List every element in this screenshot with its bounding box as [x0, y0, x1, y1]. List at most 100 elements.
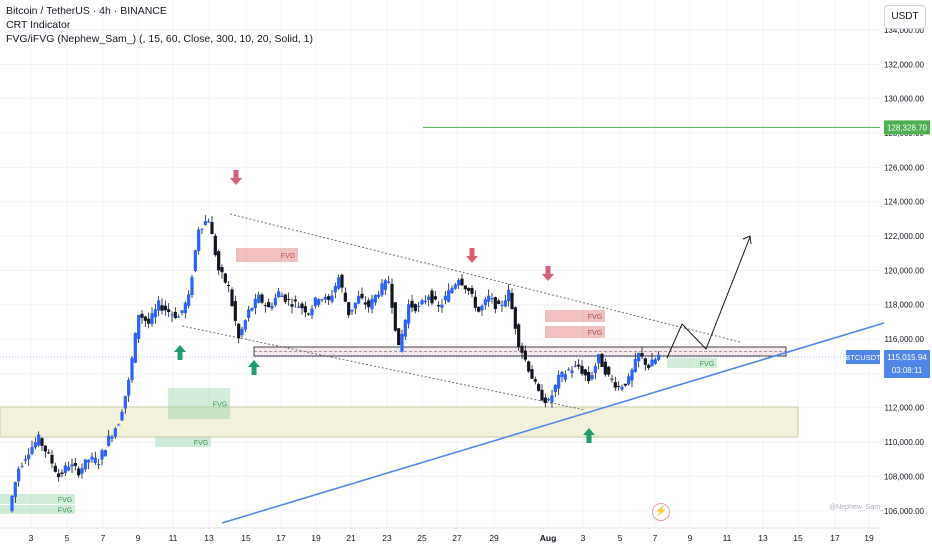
candle-body: [137, 314, 141, 339]
time-tick-label: 27: [452, 533, 462, 543]
chart-legend: Bitcoin / TetherUS · 4h · BINANCE CRT In…: [6, 4, 313, 46]
candle-body: [347, 302, 351, 316]
candle-body: [200, 228, 204, 230]
candle-body: [327, 296, 331, 300]
currency-button[interactable]: USDT: [884, 5, 926, 29]
candle-body: [70, 464, 74, 467]
up-arrow: [248, 360, 260, 375]
candle-body: [367, 300, 371, 308]
indicator-crt[interactable]: CRT Indicator: [6, 19, 71, 31]
time-tick-label: 11: [169, 533, 178, 543]
candle-body: [530, 369, 534, 379]
price-tick-label: 112,000.00: [885, 404, 925, 413]
candle-body: [93, 457, 97, 464]
candle-body: [373, 295, 377, 303]
candle-body: [230, 289, 234, 306]
time-tick-label: 19: [864, 533, 874, 543]
candle-body: [433, 296, 437, 300]
time-tick-label: 9: [136, 533, 141, 543]
candle-body: [333, 285, 337, 293]
candle-body: [167, 309, 171, 313]
wedge-lower-line: [181, 325, 586, 411]
candle-body: [463, 285, 467, 290]
fvg-label: FVG: [58, 497, 72, 504]
time-tick-label: 13: [204, 533, 214, 543]
time-tick-label: 25: [417, 533, 427, 543]
candle-body: [420, 300, 424, 305]
fvg-label: FVG: [588, 314, 602, 321]
candle-body: [557, 374, 561, 389]
candle-body: [460, 278, 464, 286]
author-credit: @Nephew_Sam_: [829, 504, 884, 511]
candle-body: [637, 353, 641, 362]
fvg-zone: [236, 248, 298, 262]
time-tick-label: Aug: [540, 533, 557, 543]
candle-body: [253, 298, 257, 309]
candle-body: [600, 353, 604, 368]
candle-body: [53, 465, 57, 472]
candle-body: [10, 495, 14, 511]
candle-body: [617, 385, 621, 387]
candle-body: [417, 305, 421, 307]
candle-body: [627, 376, 631, 385]
candle-body: [547, 398, 551, 401]
countdown-label: 03:08:11: [892, 366, 923, 375]
time-tick-label: 23: [382, 533, 392, 543]
candle-body: [527, 361, 531, 372]
candle-body: [633, 358, 637, 372]
candle-body: [513, 307, 517, 329]
candle-body: [603, 361, 607, 375]
candle-body: [453, 284, 457, 289]
candle-body: [247, 309, 251, 318]
candle-body: [330, 295, 334, 302]
candle-body: [470, 288, 474, 294]
candle-body: [50, 454, 54, 464]
candle-body: [203, 221, 207, 225]
candle-body: [353, 302, 357, 309]
candle-body: [217, 251, 221, 271]
candle-body: [173, 311, 177, 318]
candle-body: [27, 454, 31, 460]
candle-body: [170, 314, 174, 316]
time-tick-label: 15: [793, 533, 803, 543]
candle-body: [647, 364, 651, 368]
candle-body: [657, 354, 661, 360]
fvg-zone: [0, 494, 75, 504]
projected-path: [666, 236, 751, 359]
fvg-zone: [155, 437, 211, 447]
candle-body: [83, 459, 87, 470]
price-tick-label: 134,000.00: [884, 26, 925, 35]
candle-body: [180, 310, 184, 313]
target-price-label: 128,328.70: [887, 123, 928, 132]
candle-body: [280, 295, 284, 297]
candle-body: [383, 280, 387, 290]
lightning-icon[interactable]: ⚡: [652, 503, 670, 521]
price-tick-label: 132,000.00: [884, 60, 925, 69]
symbol-tag: [846, 350, 880, 364]
fvg-zone: [667, 358, 717, 368]
candle-body: [467, 287, 471, 291]
candle-body: [607, 366, 611, 375]
candle-body: [233, 301, 237, 321]
candle-body: [520, 345, 524, 353]
symbol-title[interactable]: Bitcoin / TetherUS · 4h · BINANCE: [6, 5, 167, 17]
price-tick-label: 120,000.00: [884, 266, 925, 275]
time-tick-label: 3: [29, 533, 34, 543]
price-tick-label: 106,000.00: [884, 507, 925, 516]
candle-body: [23, 459, 27, 461]
down-arrow: [542, 266, 554, 281]
candle-body: [293, 299, 297, 302]
candle-body: [550, 395, 554, 403]
candle-body: [207, 221, 211, 223]
candle-body: [493, 297, 497, 309]
down-arrow: [466, 248, 478, 263]
indicator-fvg[interactable]: FVG/iFVG (Nephew_Sam_) (, 15, 60, Close,…: [6, 33, 313, 45]
candle-body: [90, 456, 94, 460]
down-arrow: [230, 170, 242, 185]
candle-body: [323, 296, 327, 300]
candle-body: [110, 436, 114, 439]
price-tick-label: 126,000.00: [884, 163, 925, 172]
time-tick-label: 19: [311, 533, 321, 543]
candle-body: [307, 313, 311, 315]
